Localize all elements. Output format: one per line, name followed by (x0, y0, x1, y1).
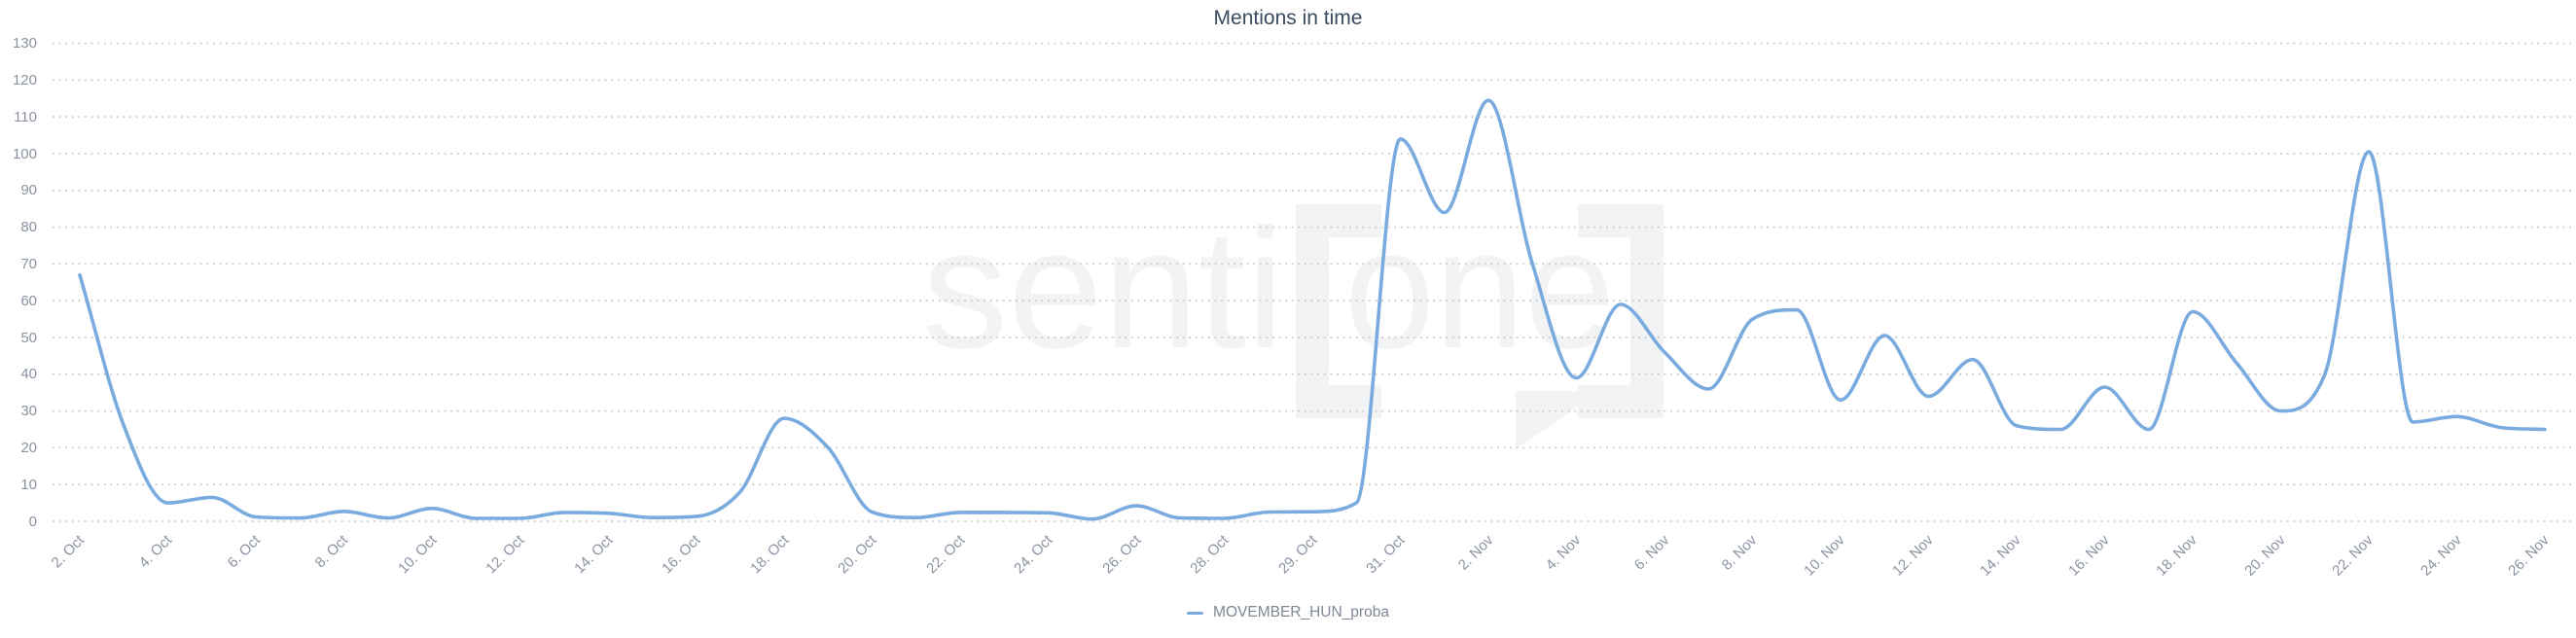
series-line-movember-hun-proba (78, 98, 2547, 521)
y-tick-label-120: 120 (12, 71, 37, 89)
y-tick-label-90: 90 (20, 182, 37, 199)
watermark-text-one: one (1344, 195, 1615, 384)
legend-series-marker[interactable] (1187, 611, 1204, 615)
y-tick-label-0: 0 (28, 513, 37, 530)
gridlines (53, 42, 2572, 522)
sentione-watermark: senti one (922, 195, 1664, 449)
y-tick-label-50: 50 (20, 329, 37, 346)
chart-title: Mentions in time (1213, 7, 1363, 29)
y-tick-label-110: 110 (14, 108, 37, 125)
y-tick-label-80: 80 (20, 219, 37, 236)
watermark-bracket-right-icon (1578, 204, 1664, 418)
y-tick-label-40: 40 (20, 366, 37, 383)
watermark-bubble-tail-icon (1516, 391, 1601, 449)
legend: MOVEMBER_HUN_proba (0, 601, 2576, 624)
y-tick-label-30: 30 (20, 403, 37, 420)
watermark-bracket-left-icon (1296, 204, 1381, 418)
legend-series-label[interactable]: MOVEMBER_HUN_proba (1213, 604, 1389, 620)
y-tick-label-70: 70 (20, 255, 37, 272)
y-tick-label-20: 20 (20, 439, 37, 456)
y-tick-label-130: 130 (12, 35, 37, 53)
watermark-text-senti: senti (922, 195, 1284, 384)
y-tick-label-10: 10 (20, 476, 37, 493)
y-tick-label-100: 100 (12, 145, 37, 162)
y-tick-label-60: 60 (20, 292, 37, 309)
